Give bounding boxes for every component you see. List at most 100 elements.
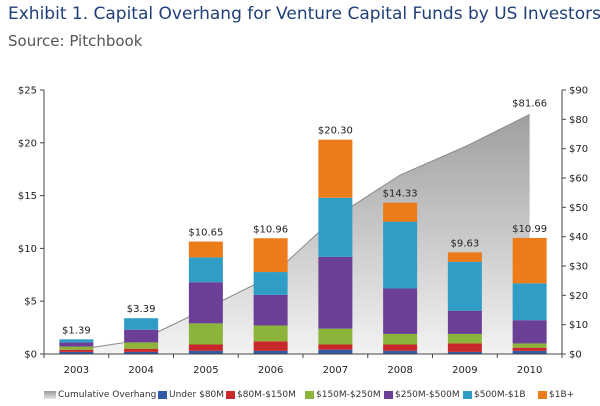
bar-segment	[188, 350, 223, 354]
bar-segment	[59, 351, 94, 354]
bar-segment	[512, 237, 547, 284]
bar-total-label: $3.39	[127, 304, 156, 315]
stacked-bar-chart: $1.39 2003 $3.39 2004 $10.65 2005 $10.96 2006 $2…	[18, 86, 588, 377]
legend-swatch	[305, 391, 314, 399]
y-left-tick-label: $25	[18, 86, 37, 97]
legend-label: $500M-$1B	[474, 390, 526, 400]
y-right-tick-label: $80	[569, 115, 588, 126]
bar-segment	[447, 343, 482, 352]
bar-segment	[512, 320, 547, 344]
legend-swatch	[463, 391, 472, 399]
legend-swatch	[384, 391, 393, 399]
legend-item: $150M-$250M	[305, 390, 381, 400]
bar-segment	[512, 283, 547, 321]
bar-segment	[188, 257, 223, 283]
x-tick-label: 2003	[64, 365, 89, 376]
x-tick-label: 2007	[323, 365, 348, 376]
bar-segment	[447, 252, 482, 262]
legend-item: Cumulative Overhang	[44, 390, 156, 400]
bar-segment	[318, 349, 353, 354]
bar-segment	[59, 349, 94, 352]
bar-segment	[318, 344, 353, 350]
bar-segment	[383, 288, 418, 334]
bar-segment	[318, 256, 353, 329]
legend-label: $250M-$500M	[395, 390, 460, 400]
bar-segment	[447, 310, 482, 334]
legend-swatch	[44, 391, 56, 399]
bar-total-label: $10.99	[512, 224, 547, 235]
legend-swatch	[538, 391, 547, 399]
bar-total-label: $20.30	[318, 126, 353, 137]
bar-total-label: $1.39	[62, 325, 91, 336]
y-right-tick-label: $30	[569, 262, 588, 273]
bar-total-label: $10.65	[188, 228, 223, 239]
bar-segment	[188, 344, 223, 351]
bar-segment	[512, 343, 547, 348]
legend-swatch	[226, 391, 235, 399]
bar-total-label: $9.63	[451, 238, 480, 249]
y-left-tick-label: $10	[18, 244, 37, 255]
y-right-tick-label: $40	[569, 232, 588, 243]
chart-title: Exhibit 1. Capital Overhang for Venture …	[8, 4, 600, 24]
bar-segment	[253, 325, 288, 342]
y-right-tick-label: $70	[569, 144, 588, 155]
bar-segment	[253, 294, 288, 326]
bar-total-label: $10.96	[253, 224, 288, 235]
legend-label: Cumulative Overhang	[58, 390, 157, 400]
x-tick-label: 2005	[193, 365, 218, 376]
cumulative-end-label: $81.66	[512, 98, 547, 109]
bar-segment	[318, 139, 353, 198]
bar-segment	[383, 202, 418, 222]
y-left-tick-label: $5	[24, 297, 37, 308]
legend-item: $250M-$500M	[384, 390, 460, 400]
bar-segment	[124, 329, 159, 343]
bar-segment	[124, 348, 159, 352]
bar-segment	[124, 342, 159, 349]
bar-segment	[318, 328, 353, 345]
x-tick-label: 2006	[258, 365, 283, 376]
chart-subtitle: Source: Pitchbook	[8, 32, 143, 50]
bar-segment	[124, 318, 159, 330]
bar-segment	[383, 350, 418, 354]
y-right-tick-label: $10	[569, 320, 588, 331]
legend-item: $80M-$150M	[226, 390, 296, 400]
chart-legend: Cumulative Overhang Under $80M $80M-$150M $…	[0, 390, 600, 406]
bar-segment	[512, 347, 547, 351]
y-right-tick-label: $50	[569, 203, 588, 214]
legend-label: Under $80M	[169, 390, 225, 400]
bar-segment	[188, 323, 223, 345]
legend-item: Under $80M	[158, 390, 224, 400]
bar-segment	[253, 272, 288, 295]
bar-segment	[59, 339, 94, 343]
bar-segment	[318, 197, 353, 257]
y-left-tick-label: $0	[24, 350, 37, 361]
bar-segment	[59, 346, 94, 350]
bar-segment	[188, 241, 223, 258]
bar-segment	[124, 351, 159, 354]
legend-swatch	[158, 391, 167, 399]
bar-segment	[383, 221, 418, 289]
x-tick-label: 2004	[128, 365, 153, 376]
bar-segment	[253, 238, 288, 273]
bar-segment	[447, 351, 482, 354]
x-tick-label: 2008	[387, 365, 412, 376]
bar-segment	[188, 282, 223, 324]
bar-segment	[59, 342, 94, 347]
x-tick-label: 2010	[517, 365, 542, 376]
bar-segment	[447, 333, 482, 344]
bar-segment	[447, 261, 482, 311]
y-left-tick-label: $15	[18, 191, 37, 202]
x-tick-label: 2009	[452, 365, 477, 376]
y-right-tick-label: $90	[569, 86, 588, 97]
y-left-tick-label: $20	[18, 138, 37, 149]
legend-item: $1B+	[538, 390, 574, 400]
bar-segment	[253, 341, 288, 351]
bar-total-label: $14.33	[383, 189, 418, 200]
legend-label: $150M-$250M	[316, 390, 381, 400]
y-right-tick-label: $20	[569, 291, 588, 302]
bar-segment	[383, 344, 418, 351]
y-right-tick-label: $60	[569, 174, 588, 185]
legend-item: $500M-$1B	[463, 390, 526, 400]
y-right-tick-label: $0	[569, 350, 582, 361]
legend-label: $80M-$150M	[237, 390, 296, 400]
